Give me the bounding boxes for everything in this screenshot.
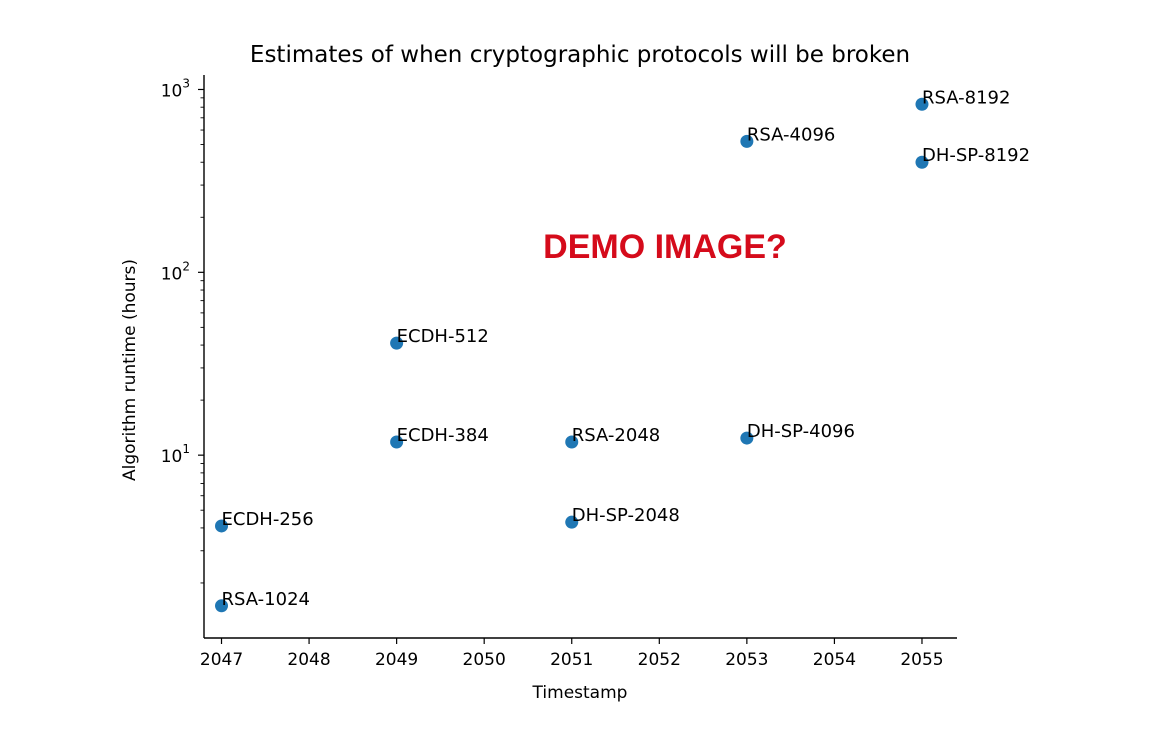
y-tick-exponent: 2 — [182, 259, 190, 273]
x-tick-label: 2052 — [638, 650, 681, 670]
data-point-label: DH-SP-8192 — [922, 145, 1030, 166]
data-point — [740, 134, 754, 148]
data-point — [390, 435, 404, 449]
data-point — [915, 97, 929, 111]
y-tick-label: 101 — [161, 442, 190, 467]
x-tick-label: 2050 — [463, 650, 506, 670]
data-point — [215, 519, 229, 533]
x-tick-label: 2051 — [550, 650, 593, 670]
data-point-label: ECDH-512 — [397, 326, 489, 347]
y-tick-base: 10 — [161, 447, 183, 467]
x-tick-label: 2054 — [813, 650, 856, 670]
data-point — [740, 431, 754, 445]
x-ticks: 2047 2048 2049 2050 2051 2052 2053 2054 2055 — [200, 638, 944, 670]
x-tick-label: 2055 — [900, 650, 943, 670]
y-tick-label: 102 — [161, 259, 190, 284]
data-point-label: RSA-4096 — [747, 124, 836, 145]
data-point-label: DH-SP-2048 — [572, 505, 680, 526]
y-tick-base: 10 — [161, 81, 183, 101]
x-axis-label: Timestamp — [532, 683, 628, 703]
data-point-label: RSA-2048 — [572, 425, 661, 446]
chart-title: Estimates of when cryptographic protocol… — [250, 42, 910, 68]
y-axis-label: Algorithm runtime (hours) — [120, 259, 140, 481]
data-point — [915, 155, 929, 169]
data-point-label: ECDH-256 — [222, 509, 314, 530]
data-point-label: ECDH-384 — [397, 425, 489, 446]
data-point — [565, 435, 579, 449]
y-tick-base: 10 — [161, 264, 183, 284]
data-point — [215, 599, 229, 613]
y-tick-label: 103 — [161, 76, 190, 101]
data-point-labels: RSA-1024 ECDH-256 ECDH-512 ECDH-384 RSA-2048… — [222, 87, 1031, 610]
data-point-label: RSA-1024 — [222, 589, 311, 610]
y-minor-ticks — [200, 97, 204, 584]
x-tick-label: 2049 — [375, 650, 418, 670]
x-tick-label: 2048 — [287, 650, 330, 670]
data-point — [390, 336, 404, 350]
data-point-label: RSA-8192 — [922, 87, 1011, 108]
demo-overlay-text: DEMO IMAGE? — [543, 228, 787, 266]
data-point — [565, 515, 579, 529]
data-points — [215, 97, 929, 613]
x-tick-label: 2053 — [725, 650, 768, 670]
x-tick-label: 2047 — [200, 650, 243, 670]
y-tick-exponent: 1 — [182, 442, 190, 456]
y-tick-exponent: 3 — [182, 76, 190, 90]
data-point-label: DH-SP-4096 — [747, 421, 855, 442]
